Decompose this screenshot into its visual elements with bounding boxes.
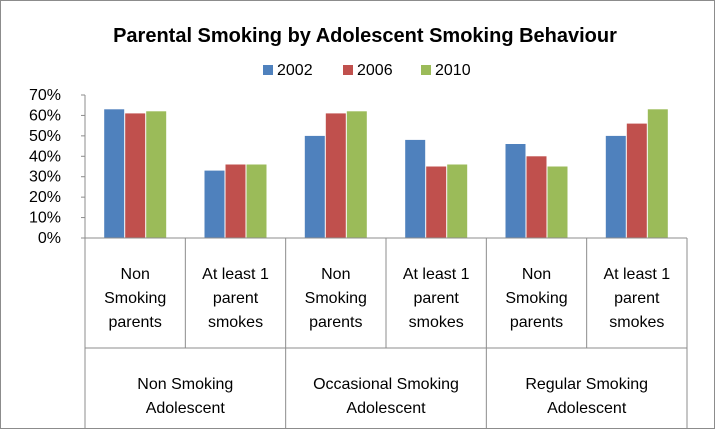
y-tick-label: 0% — [38, 230, 61, 247]
group-label: Occasional Smoking — [313, 376, 459, 393]
bar-2006-1 — [225, 164, 246, 238]
bar-2010-3 — [447, 164, 468, 238]
group-label: Adolescent — [547, 400, 627, 417]
category-label: Non — [121, 266, 150, 283]
bar-2010-5 — [647, 109, 668, 238]
category-label: Smoking — [104, 290, 166, 307]
y-axis: 0% 10% 20% 30% 40% 50% 60% 70% — [29, 87, 86, 247]
category-label: parents — [510, 314, 563, 331]
bar-2010-4 — [547, 166, 568, 238]
legend-swatch-2006 — [343, 65, 353, 75]
group-label: Non Smoking — [137, 376, 233, 393]
legend-swatch-2010 — [421, 65, 431, 75]
category-label: parent — [213, 290, 259, 307]
chart-title: Parental Smoking by Adolescent Smoking B… — [113, 25, 617, 47]
category-label: parents — [309, 314, 362, 331]
y-tick-label: 20% — [29, 189, 61, 206]
category-label: Smoking — [505, 290, 567, 307]
legend-swatch-2002 — [263, 65, 273, 75]
bar-2002-5 — [605, 135, 626, 238]
bar-2010-0 — [146, 111, 167, 238]
bar-2006-0 — [125, 113, 146, 238]
group-label: Adolescent — [146, 400, 226, 417]
category-label: parent — [614, 290, 660, 307]
category-label: smokes — [609, 314, 664, 331]
bar-2006-3 — [426, 166, 447, 238]
y-tick-label: 30% — [29, 169, 61, 186]
category-label: smokes — [208, 314, 263, 331]
category-label: parents — [109, 314, 162, 331]
legend-label-2006: 2006 — [357, 62, 393, 79]
bar-2006-2 — [325, 113, 346, 238]
y-tick-label: 60% — [29, 107, 61, 124]
bar-2002-4 — [505, 144, 526, 238]
category-label: Non — [321, 266, 350, 283]
y-tick-label: 50% — [29, 128, 61, 145]
category-label: At least 1 — [202, 266, 269, 283]
bar-2006-4 — [526, 156, 547, 238]
category-label: At least 1 — [403, 266, 470, 283]
legend-label-2010: 2010 — [435, 62, 471, 79]
legend: 2002 2006 2010 — [263, 62, 471, 79]
group-label: Regular Smoking — [525, 376, 648, 393]
bar-2006-5 — [626, 123, 647, 238]
bar-2010-2 — [346, 111, 367, 238]
category-label: At least 1 — [603, 266, 670, 283]
bar-2002-2 — [304, 135, 325, 238]
bars — [104, 109, 668, 238]
category-label: Non — [522, 266, 551, 283]
bar-2010-1 — [246, 164, 267, 238]
category-label: Smoking — [305, 290, 367, 307]
y-tick-label: 40% — [29, 148, 61, 165]
y-tick-label: 70% — [29, 87, 61, 104]
bar-2002-1 — [204, 170, 225, 238]
x-axis: Non Smoking parents At least 1 parent smokes N… — [84, 237, 688, 428]
legend-label-2002: 2002 — [277, 62, 313, 79]
bar-2002-3 — [405, 139, 426, 238]
category-label: parent — [414, 290, 460, 307]
y-tick-label: 10% — [29, 210, 61, 227]
bar-2002-0 — [104, 109, 125, 238]
category-label: smokes — [409, 314, 464, 331]
group-label: Adolescent — [346, 400, 426, 417]
